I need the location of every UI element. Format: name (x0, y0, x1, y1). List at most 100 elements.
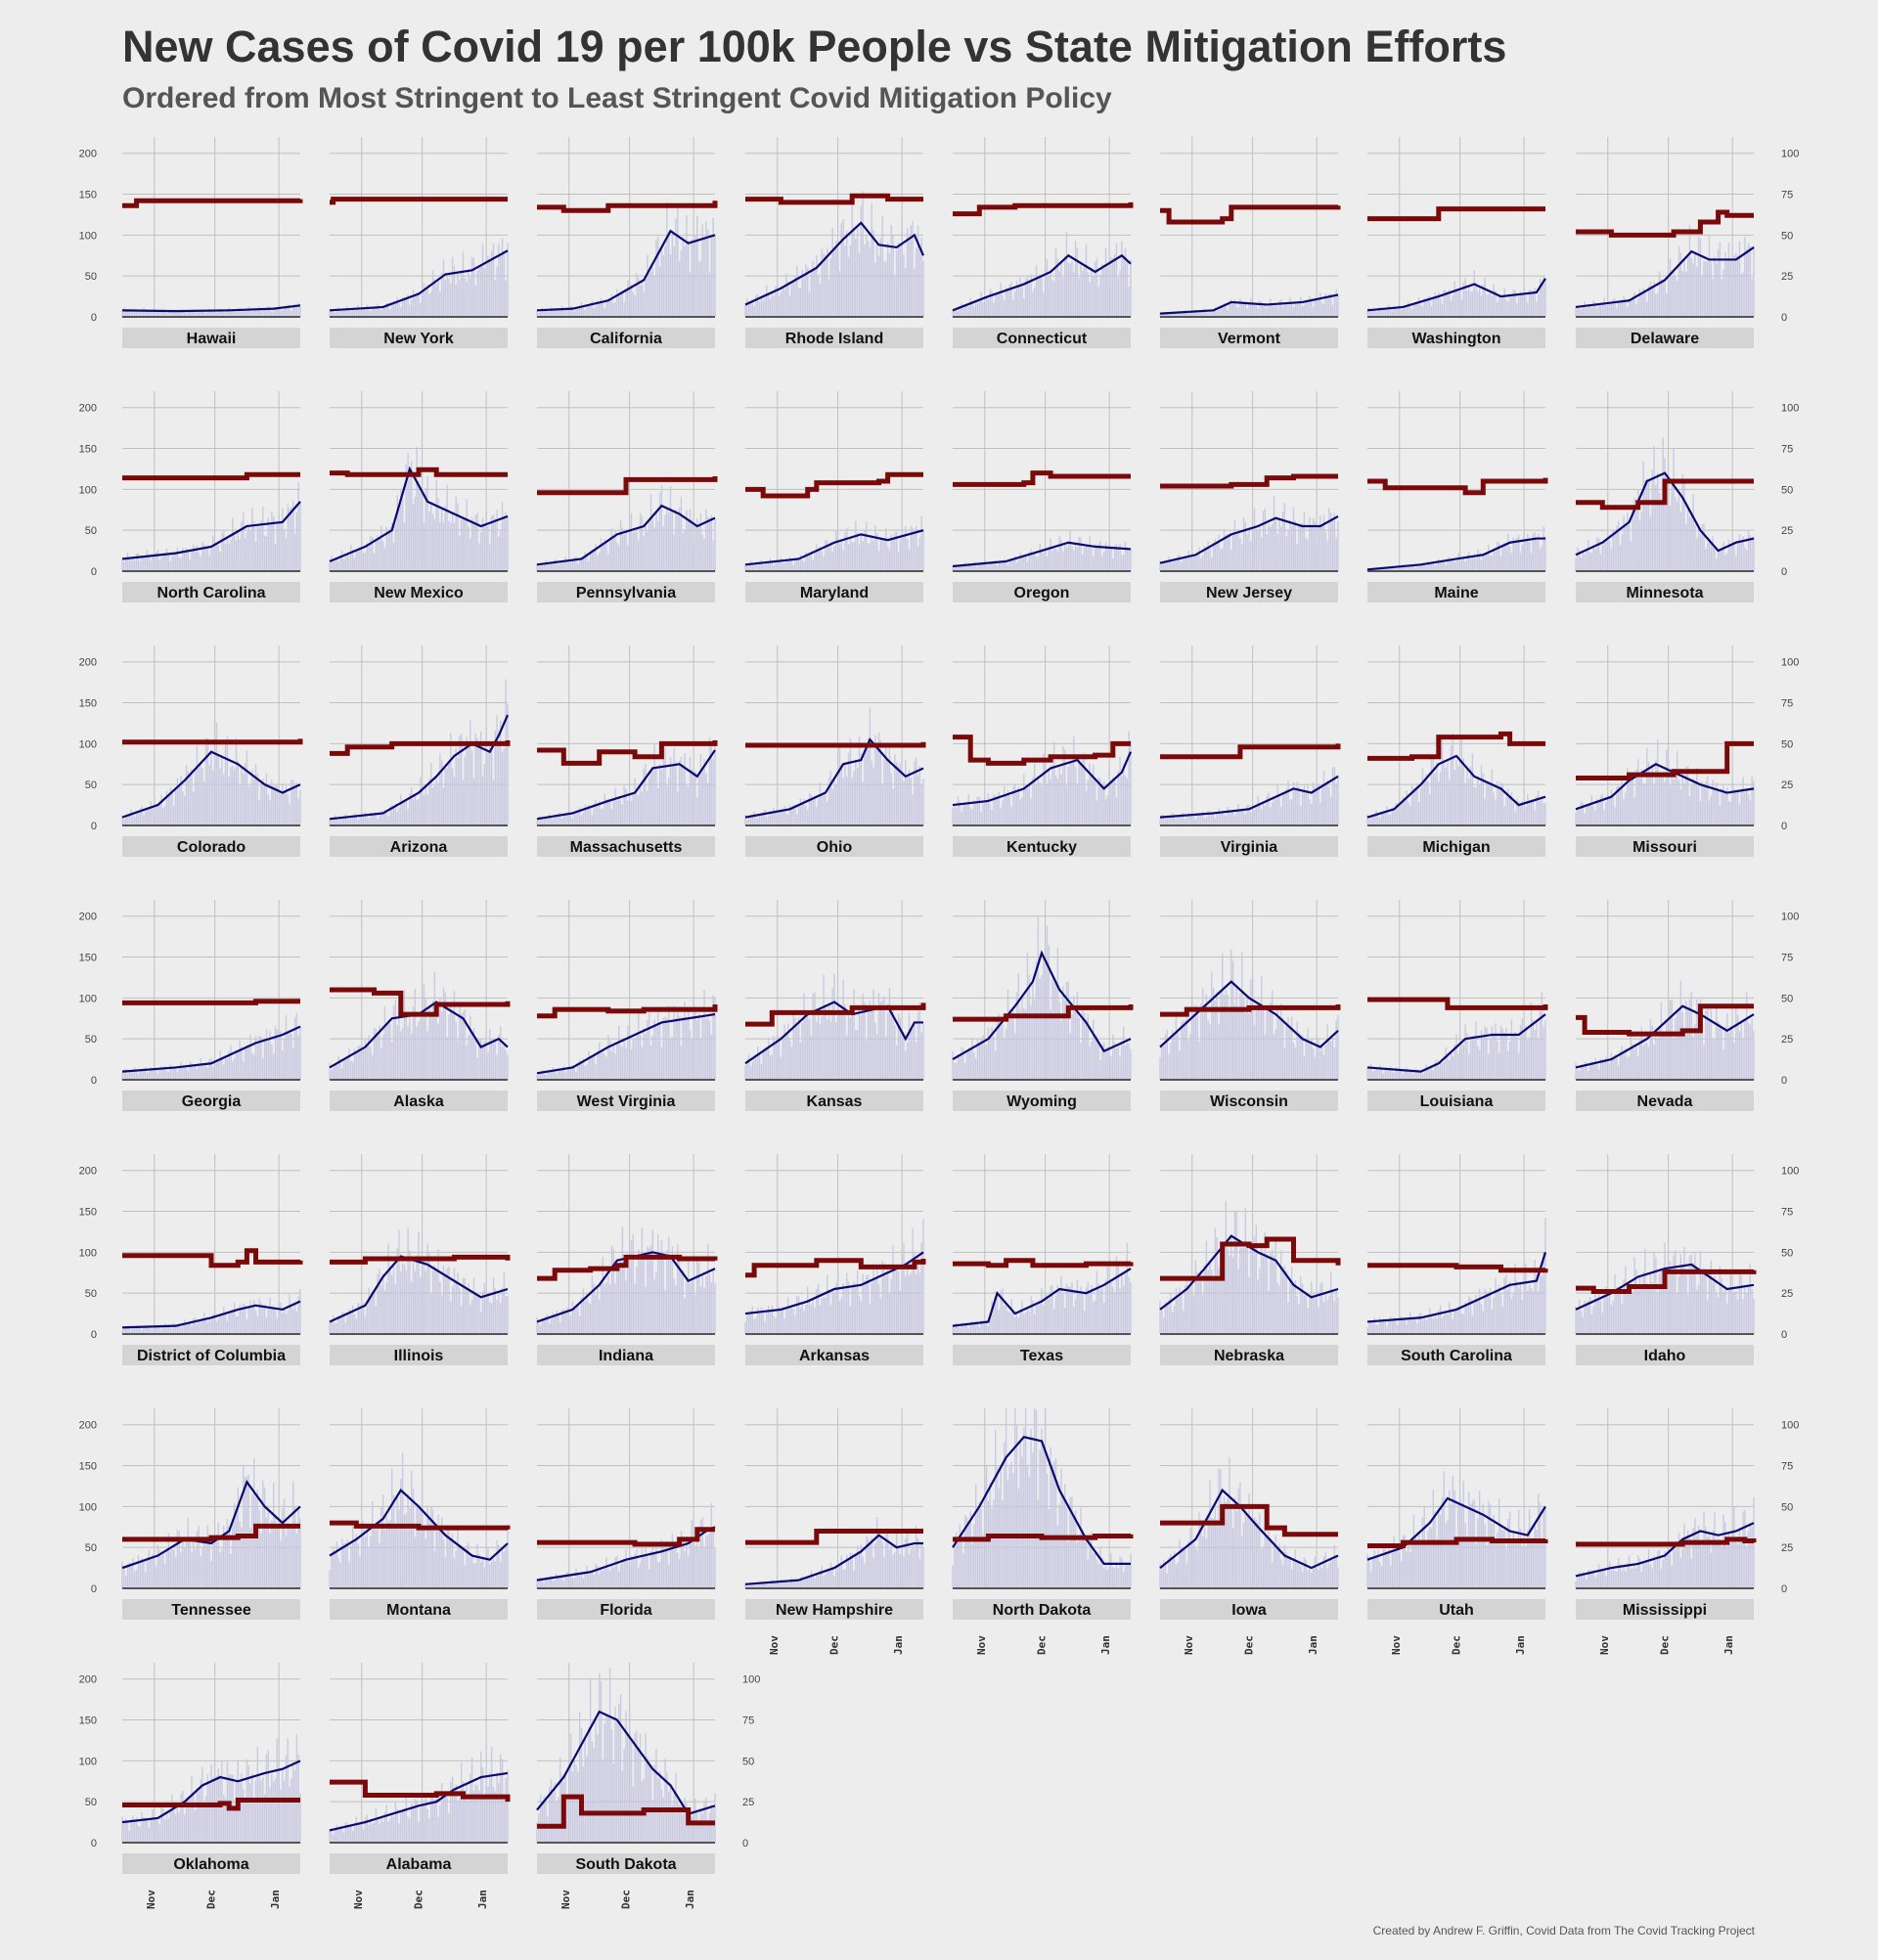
daily-cases-bar (121, 1072, 123, 1080)
daily-cases-bar (1164, 1302, 1167, 1334)
daily-cases-bar (905, 268, 907, 317)
daily-cases-bar (1457, 553, 1459, 571)
daily-cases-bar (1062, 1294, 1064, 1334)
daily-cases-bar (1296, 1295, 1298, 1334)
daily-cases-bar (964, 805, 966, 825)
daily-cases-bar (1694, 254, 1696, 317)
daily-cases-bar (1646, 1283, 1648, 1334)
daily-cases-bar (401, 296, 404, 317)
daily-cases-bar (819, 782, 822, 825)
daily-cases-bar (1664, 458, 1666, 571)
daily-cases-bar (243, 309, 245, 317)
daily-cases-bar (1069, 1286, 1071, 1334)
daily-cases-bar (996, 565, 999, 571)
daily-cases-bar (879, 1002, 882, 1080)
daily-cases-bar (560, 561, 563, 571)
daily-cases-bar (1414, 1068, 1416, 1080)
daily-cases-bar (896, 761, 898, 825)
daily-cases-bar (849, 1017, 852, 1080)
daily-cases-bar (1014, 556, 1016, 571)
daily-cases-bar (1130, 1282, 1132, 1334)
daily-cases-bar (1577, 808, 1579, 825)
daily-cases-bar (289, 509, 291, 571)
daily-cases-bar (1124, 247, 1127, 317)
daily-cases-bar (1074, 1299, 1077, 1334)
daily-cases-bar (385, 1282, 387, 1334)
daily-cases-bar (1187, 1040, 1189, 1080)
daily-cases-bar (280, 1031, 282, 1080)
daily-cases-bar (897, 1270, 900, 1334)
daily-cases-bar (777, 280, 779, 317)
daily-cases-bar (874, 525, 876, 571)
daily-cases-bar (1669, 1000, 1672, 1080)
daily-cases-bar (1436, 296, 1438, 317)
daily-cases-bar (835, 1022, 837, 1080)
daily-cases-bar (329, 1570, 331, 1588)
daily-cases-bar (144, 1572, 147, 1588)
daily-cases-bar (262, 310, 264, 317)
daily-cases-bar (1586, 307, 1587, 317)
daily-cases-bar (1587, 804, 1589, 825)
daily-cases-bar (1181, 1293, 1183, 1334)
daily-cases-bar (163, 555, 166, 571)
daily-cases-bar (1314, 1298, 1317, 1334)
daily-cases-bar (1108, 1287, 1110, 1334)
daily-cases-bar (1051, 280, 1053, 317)
daily-cases-bar (246, 1318, 248, 1334)
daily-cases-bar (472, 1028, 475, 1080)
daily-cases-bar (1505, 796, 1507, 825)
daily-cases-bar (771, 1054, 773, 1080)
daily-cases-bar (1324, 292, 1326, 317)
daily-cases-bar (1660, 1002, 1663, 1080)
daily-cases-bar (1717, 549, 1720, 571)
daily-cases-bar (1614, 1273, 1616, 1334)
daily-cases-bar (235, 1316, 238, 1334)
daily-cases-bar (658, 764, 661, 825)
daily-cases-bar (1101, 1045, 1103, 1080)
daily-cases-bar (1580, 1064, 1583, 1080)
cases-line (744, 529, 924, 566)
daily-cases-bar (766, 285, 768, 317)
daily-cases-bar (433, 1550, 436, 1588)
daily-cases-bar (160, 1329, 162, 1334)
daily-cases-bar (1205, 310, 1208, 317)
daily-cases-bar (1744, 547, 1746, 571)
daily-cases-bar (799, 797, 802, 825)
daily-cases-bar (755, 1317, 757, 1334)
daily-cases-bar (866, 235, 868, 317)
daily-cases-bar (451, 1533, 454, 1588)
daily-cases-bar (1646, 1043, 1648, 1080)
daily-cases-bar (235, 737, 238, 825)
daily-cases-bar (1414, 786, 1416, 825)
daily-cases-bar (682, 533, 684, 571)
daily-cases-bar (204, 548, 207, 571)
daily-cases-bar (1510, 1298, 1513, 1334)
cases-line (121, 750, 301, 819)
daily-cases-bar (612, 798, 614, 825)
daily-cases-bar (396, 1495, 398, 1588)
daily-cases-bar (1242, 1247, 1245, 1334)
daily-cases-bar (1203, 1265, 1206, 1334)
daily-cases-bar (984, 798, 986, 825)
daily-cases-bar (1014, 782, 1016, 825)
daily-cases-bar (1303, 512, 1306, 571)
daily-cases-bar (836, 541, 839, 571)
daily-cases-bar (1368, 307, 1370, 317)
daily-cases-bar (803, 1311, 805, 1334)
daily-cases-bar (1439, 772, 1442, 825)
daily-cases-bar (1588, 1065, 1591, 1080)
daily-cases-bar (677, 1244, 679, 1334)
y-right-tick-label: 0 (1781, 821, 1787, 832)
daily-cases-bar (1660, 1270, 1663, 1334)
daily-cases-bar (425, 1270, 426, 1334)
daily-cases-bar (1499, 1025, 1502, 1080)
strip-label: Illinois (394, 1348, 444, 1364)
daily-cases-bar (1241, 1247, 1243, 1334)
daily-cases-bar (1024, 556, 1027, 571)
daily-cases-bar (1679, 512, 1682, 571)
daily-cases-bar (1192, 554, 1195, 571)
daily-cases-bar (337, 1558, 339, 1588)
daily-cases-bar (680, 1271, 683, 1334)
daily-cases-bar (1523, 532, 1525, 571)
daily-cases-bar (967, 1047, 970, 1080)
